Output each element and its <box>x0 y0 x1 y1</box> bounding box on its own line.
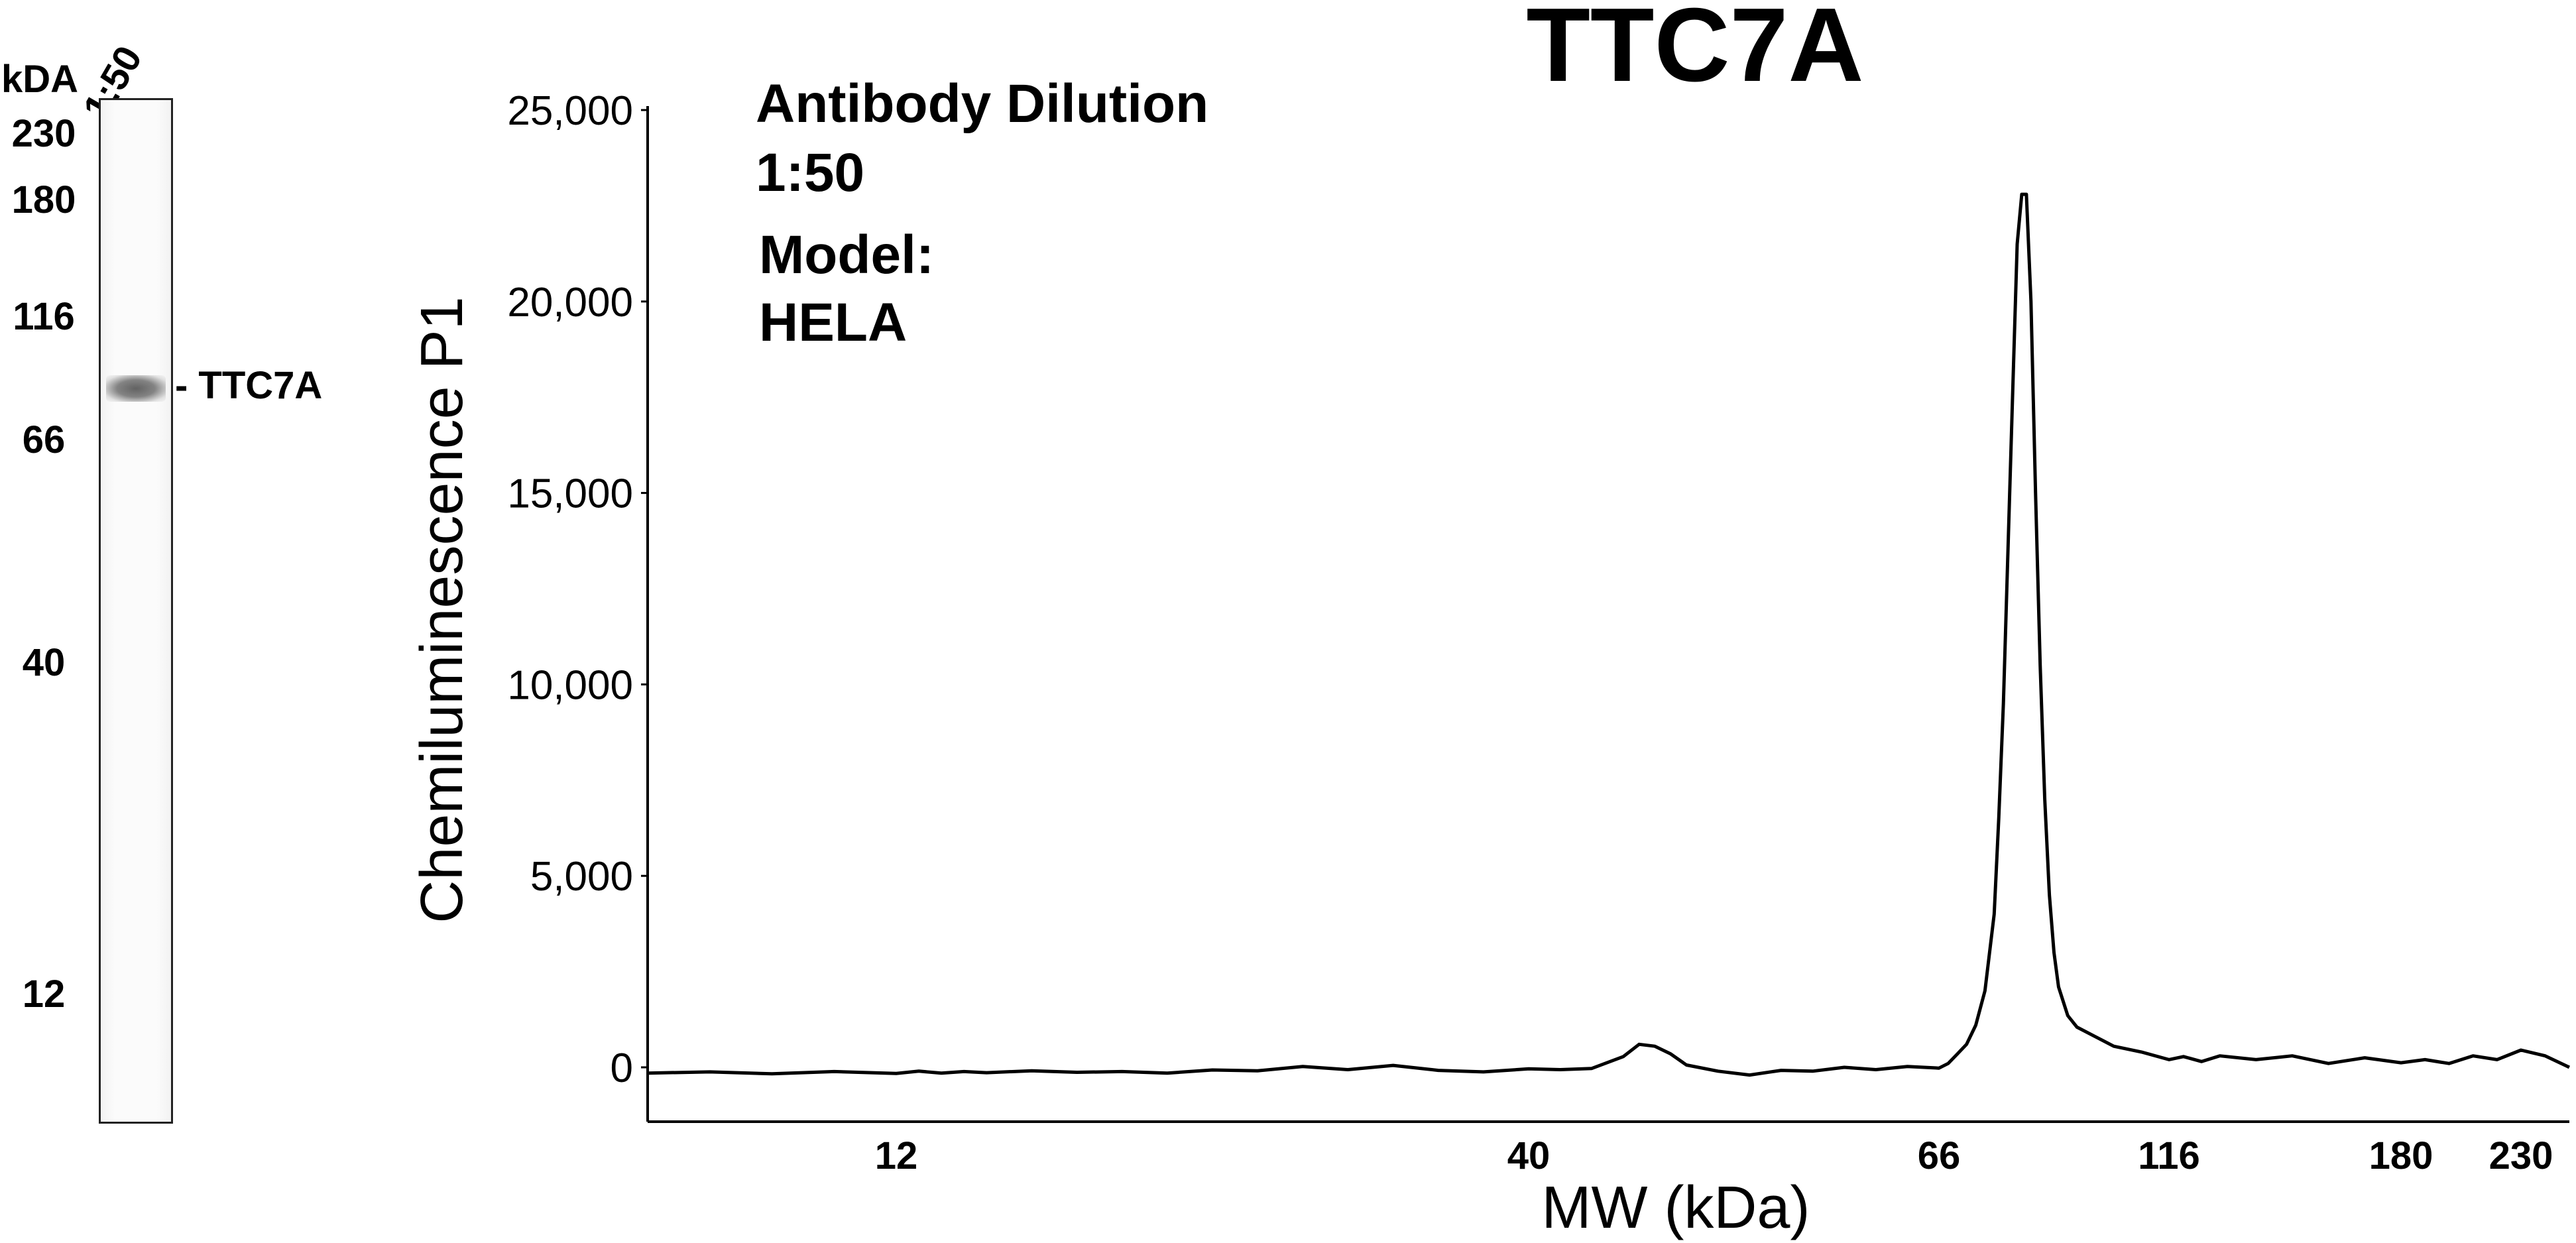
kda-unit-label: kDA <box>1 58 79 101</box>
lane-strip <box>99 98 173 1124</box>
x-tick-label: 116 <box>2138 1134 2200 1177</box>
x-tick-label: 180 <box>2369 1134 2433 1177</box>
annotation-dilution-value: 1:50 <box>756 143 864 203</box>
x-axis-label: MW (kDa) <box>1542 1175 1810 1241</box>
y-tick-label: 0 <box>611 1045 633 1091</box>
ladder-label: 180 <box>11 178 76 221</box>
ladder-label: 230 <box>11 112 76 155</box>
ladder-label: 40 <box>22 641 66 684</box>
annotation-block: Antibody Dilution 1:50 Model: HELA <box>756 74 1208 353</box>
y-tick-label: 20,000 <box>507 280 633 326</box>
annotation-model-label: Model: <box>759 225 934 285</box>
y-tick-label: 5,000 <box>530 854 633 900</box>
x-tick-label: 66 <box>1918 1134 1961 1177</box>
chemiluminescence-trace <box>647 192 2571 1077</box>
lane-panel: kDA 1:50 230 180 116 66 40 12 - TTC7A <box>0 0 424 1243</box>
chart-title: TTC7A <box>1526 0 1863 103</box>
x-tick-label: 230 <box>2489 1134 2553 1177</box>
ladder-label: 12 <box>22 973 66 1016</box>
ladder-label: 66 <box>22 418 66 461</box>
annotation-antibody-dilution: Antibody Dilution <box>756 74 1208 134</box>
x-tick-labels: 12 40 66 116 180 230 <box>875 1134 2553 1177</box>
y-tick-label: 10,000 <box>507 662 633 708</box>
band-label: - TTC7A <box>175 364 323 407</box>
y-tick-label: 15,000 <box>507 471 633 517</box>
y-axis-label: Chemiluminescence P1 <box>409 296 475 923</box>
series-layer <box>647 192 2571 1077</box>
ttc7a-band <box>106 375 166 402</box>
ladder-label: 116 <box>13 295 75 338</box>
y-tick-label: 25,000 <box>507 88 633 134</box>
x-tick-label: 40 <box>1507 1134 1551 1177</box>
x-tick-label: 12 <box>875 1134 918 1177</box>
y-tick-labels: 0 5,000 10,000 15,000 20,000 25,000 <box>507 88 648 1091</box>
annotation-model-value: HELA <box>759 292 907 353</box>
